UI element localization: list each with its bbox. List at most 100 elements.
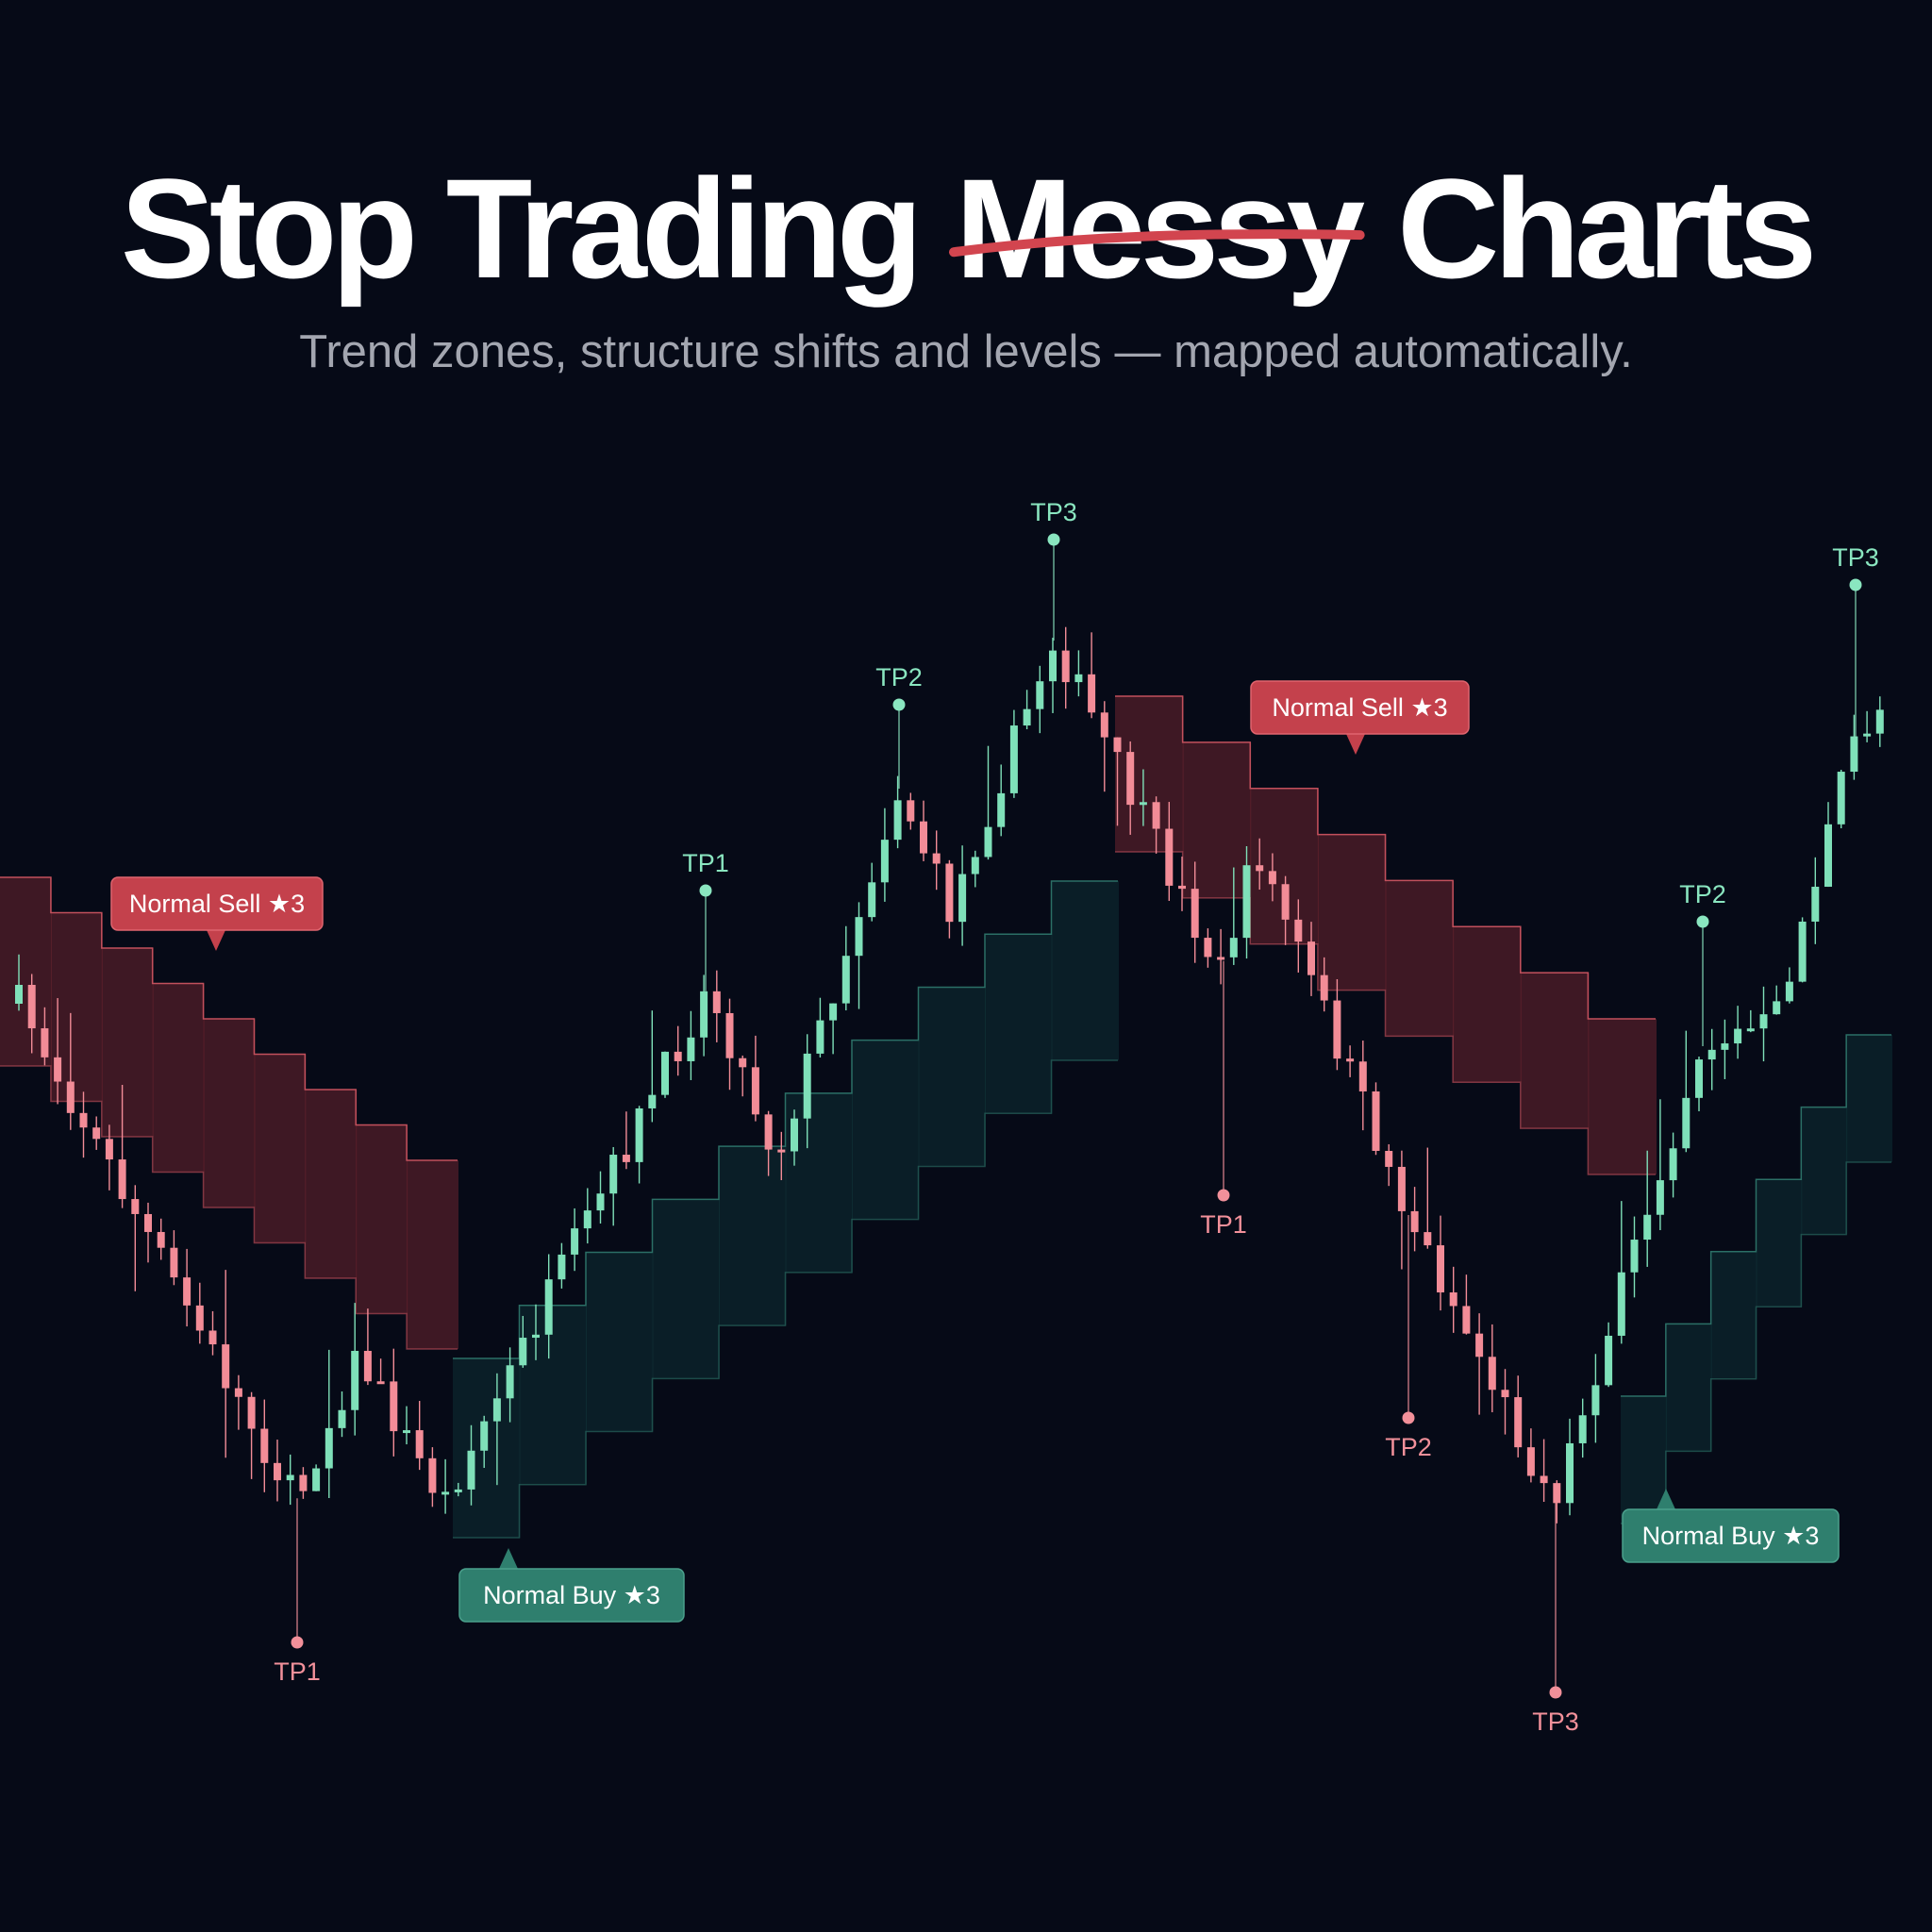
candle: [454, 1482, 462, 1497]
zone-edge: [1115, 695, 1656, 1020]
candle-body: [1591, 1385, 1600, 1416]
candle: [791, 1109, 798, 1166]
signal-pointer: [1346, 734, 1365, 755]
candle: [1358, 1041, 1367, 1131]
candle-body: [144, 1213, 152, 1232]
candle-body: [1229, 938, 1238, 958]
candle: [932, 830, 941, 891]
candle: [1165, 802, 1174, 901]
candle: [118, 1085, 126, 1208]
buy-signal: Normal Buy ★3: [458, 1548, 685, 1623]
candle: [1630, 1216, 1639, 1298]
buy-zone: [453, 880, 1119, 1539]
candle-body: [1837, 772, 1845, 824]
zone-step: [719, 1146, 787, 1326]
candle: [428, 1447, 437, 1507]
candle: [1695, 1056, 1703, 1112]
candle: [661, 1051, 669, 1098]
tp-dot: [1402, 1411, 1415, 1424]
sell-zone: [1115, 695, 1657, 1175]
candle-body: [648, 1094, 657, 1108]
candle-body: [467, 1450, 475, 1490]
candle: [583, 1188, 591, 1244]
candle: [868, 862, 876, 922]
candle-body: [1346, 1058, 1355, 1062]
signal-pointer: [499, 1548, 518, 1569]
candle: [480, 1415, 489, 1469]
candle: [1591, 1354, 1600, 1443]
candle-body: [131, 1199, 140, 1214]
candle-body: [622, 1155, 630, 1162]
candle-body: [1178, 885, 1186, 890]
zone-step: [1051, 881, 1119, 1060]
zone-step: [1317, 834, 1387, 991]
candle: [338, 1391, 346, 1438]
candle-body: [1204, 938, 1212, 958]
candle-body: [286, 1474, 294, 1481]
candle: [27, 974, 36, 1054]
candle: [1088, 632, 1096, 719]
candle-body: [1759, 1014, 1768, 1029]
zone-step: [852, 1040, 920, 1220]
candle-body: [428, 1457, 437, 1493]
candle-body: [868, 882, 876, 918]
candle: [492, 1373, 501, 1486]
tp-dot: [892, 698, 906, 711]
candle-body: [1449, 1292, 1457, 1307]
candle-body: [415, 1430, 424, 1458]
candle: [1333, 979, 1341, 1071]
signal-box: [1622, 1508, 1840, 1563]
candle-body: [1785, 981, 1793, 1002]
candle-body: [635, 1108, 643, 1162]
candle: [1553, 1480, 1561, 1524]
candle: [1346, 1045, 1355, 1077]
tp-dot: [1849, 578, 1862, 591]
candle-body: [1462, 1306, 1471, 1334]
candle: [1074, 650, 1083, 697]
buy-signal: Normal Buy ★3: [1622, 1489, 1840, 1563]
candle: [829, 1003, 838, 1055]
candle-body: [480, 1421, 489, 1451]
candle-body: [1100, 712, 1108, 738]
candle: [519, 1315, 527, 1368]
candle: [997, 764, 1006, 837]
candle-body: [1566, 1442, 1574, 1504]
candle: [286, 1454, 294, 1506]
take-profit: TP3: [1030, 498, 1077, 641]
candle: [41, 1007, 49, 1066]
zone-edge: [453, 880, 1118, 1359]
candle: [15, 954, 23, 1011]
candle: [1475, 1313, 1484, 1415]
candle: [532, 1304, 540, 1360]
title-struck: Messy: [955, 151, 1359, 307]
candle: [544, 1254, 553, 1359]
candle-body: [363, 1350, 372, 1382]
candle: [1256, 838, 1264, 891]
candle-body: [105, 1139, 113, 1160]
title-part: Charts: [1397, 149, 1817, 308]
zone-edge: [1115, 851, 1656, 1175]
candle: [441, 1458, 450, 1514]
candle: [1617, 1201, 1625, 1344]
candle-body: [739, 1058, 747, 1068]
candle: [1798, 917, 1807, 983]
candle: [1139, 769, 1147, 826]
candle: [1759, 986, 1768, 1062]
candle: [1061, 626, 1070, 709]
candle-body: [1630, 1240, 1639, 1273]
candle: [558, 1242, 566, 1289]
candle-body: [1294, 919, 1303, 942]
zone-step: [1801, 1107, 1848, 1235]
candle: [208, 1310, 217, 1356]
candle-body: [997, 792, 1006, 827]
candle-body: [1009, 725, 1018, 793]
candle-body: [558, 1254, 566, 1280]
candle-body: [1397, 1166, 1406, 1211]
candle: [351, 1303, 359, 1436]
candle: [1514, 1375, 1523, 1457]
candle-body: [208, 1330, 217, 1345]
candle-body: [1307, 941, 1315, 975]
tp-label: TP2: [875, 663, 923, 691]
candle: [144, 1202, 152, 1263]
